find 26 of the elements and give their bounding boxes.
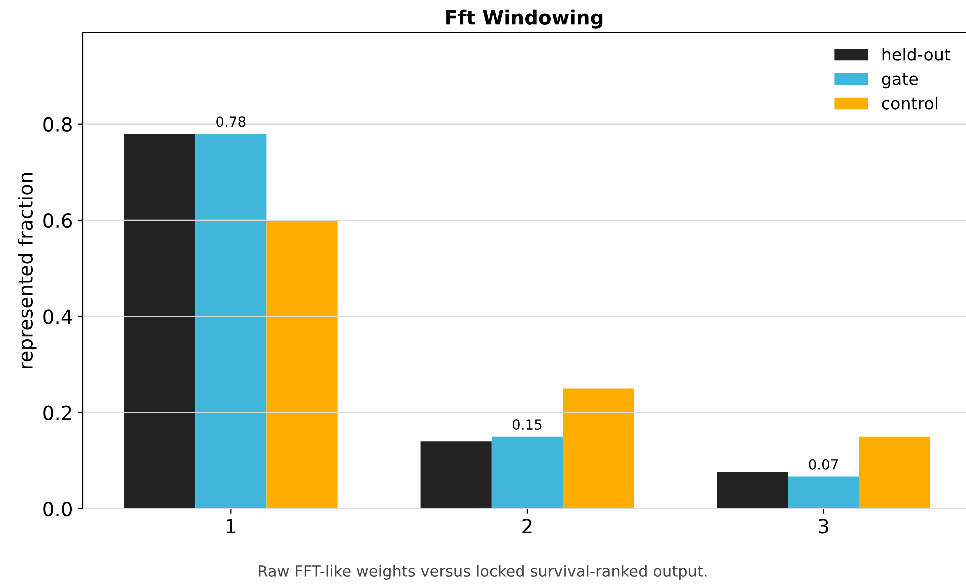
bar (124, 134, 196, 509)
bar (563, 388, 634, 509)
data-label: 0.07 (809, 459, 838, 470)
y-tick-label: 0.4 (44, 310, 72, 324)
y-tick-label: 0.8 (44, 117, 72, 132)
y-axis-title: represented fraction (18, 173, 37, 369)
y-tick-label: 0.2 (44, 406, 72, 420)
y-tick-label: 0.6 (44, 213, 72, 228)
bar (788, 476, 860, 509)
legend-label: held-out (882, 48, 951, 61)
bar (859, 436, 930, 509)
data-label: 0.15 (512, 420, 542, 430)
legend-label: gate (882, 73, 918, 89)
bar (492, 436, 564, 509)
x-tick-label: 1 (227, 519, 236, 534)
bar (717, 472, 788, 509)
data-label: 0.78 (216, 116, 246, 128)
bar (420, 442, 492, 509)
bar (196, 134, 267, 509)
x-tick-label: 2 (522, 519, 532, 534)
x-tick-label: 3 (819, 519, 828, 534)
chart-title: Fft Windowing (446, 10, 603, 29)
legend-label: control (882, 96, 938, 110)
y-tick-label: 0.0 (44, 502, 72, 517)
text: Raw FFT-like weights versus locked survival-ranked output. (259, 565, 707, 580)
bar (266, 220, 338, 509)
